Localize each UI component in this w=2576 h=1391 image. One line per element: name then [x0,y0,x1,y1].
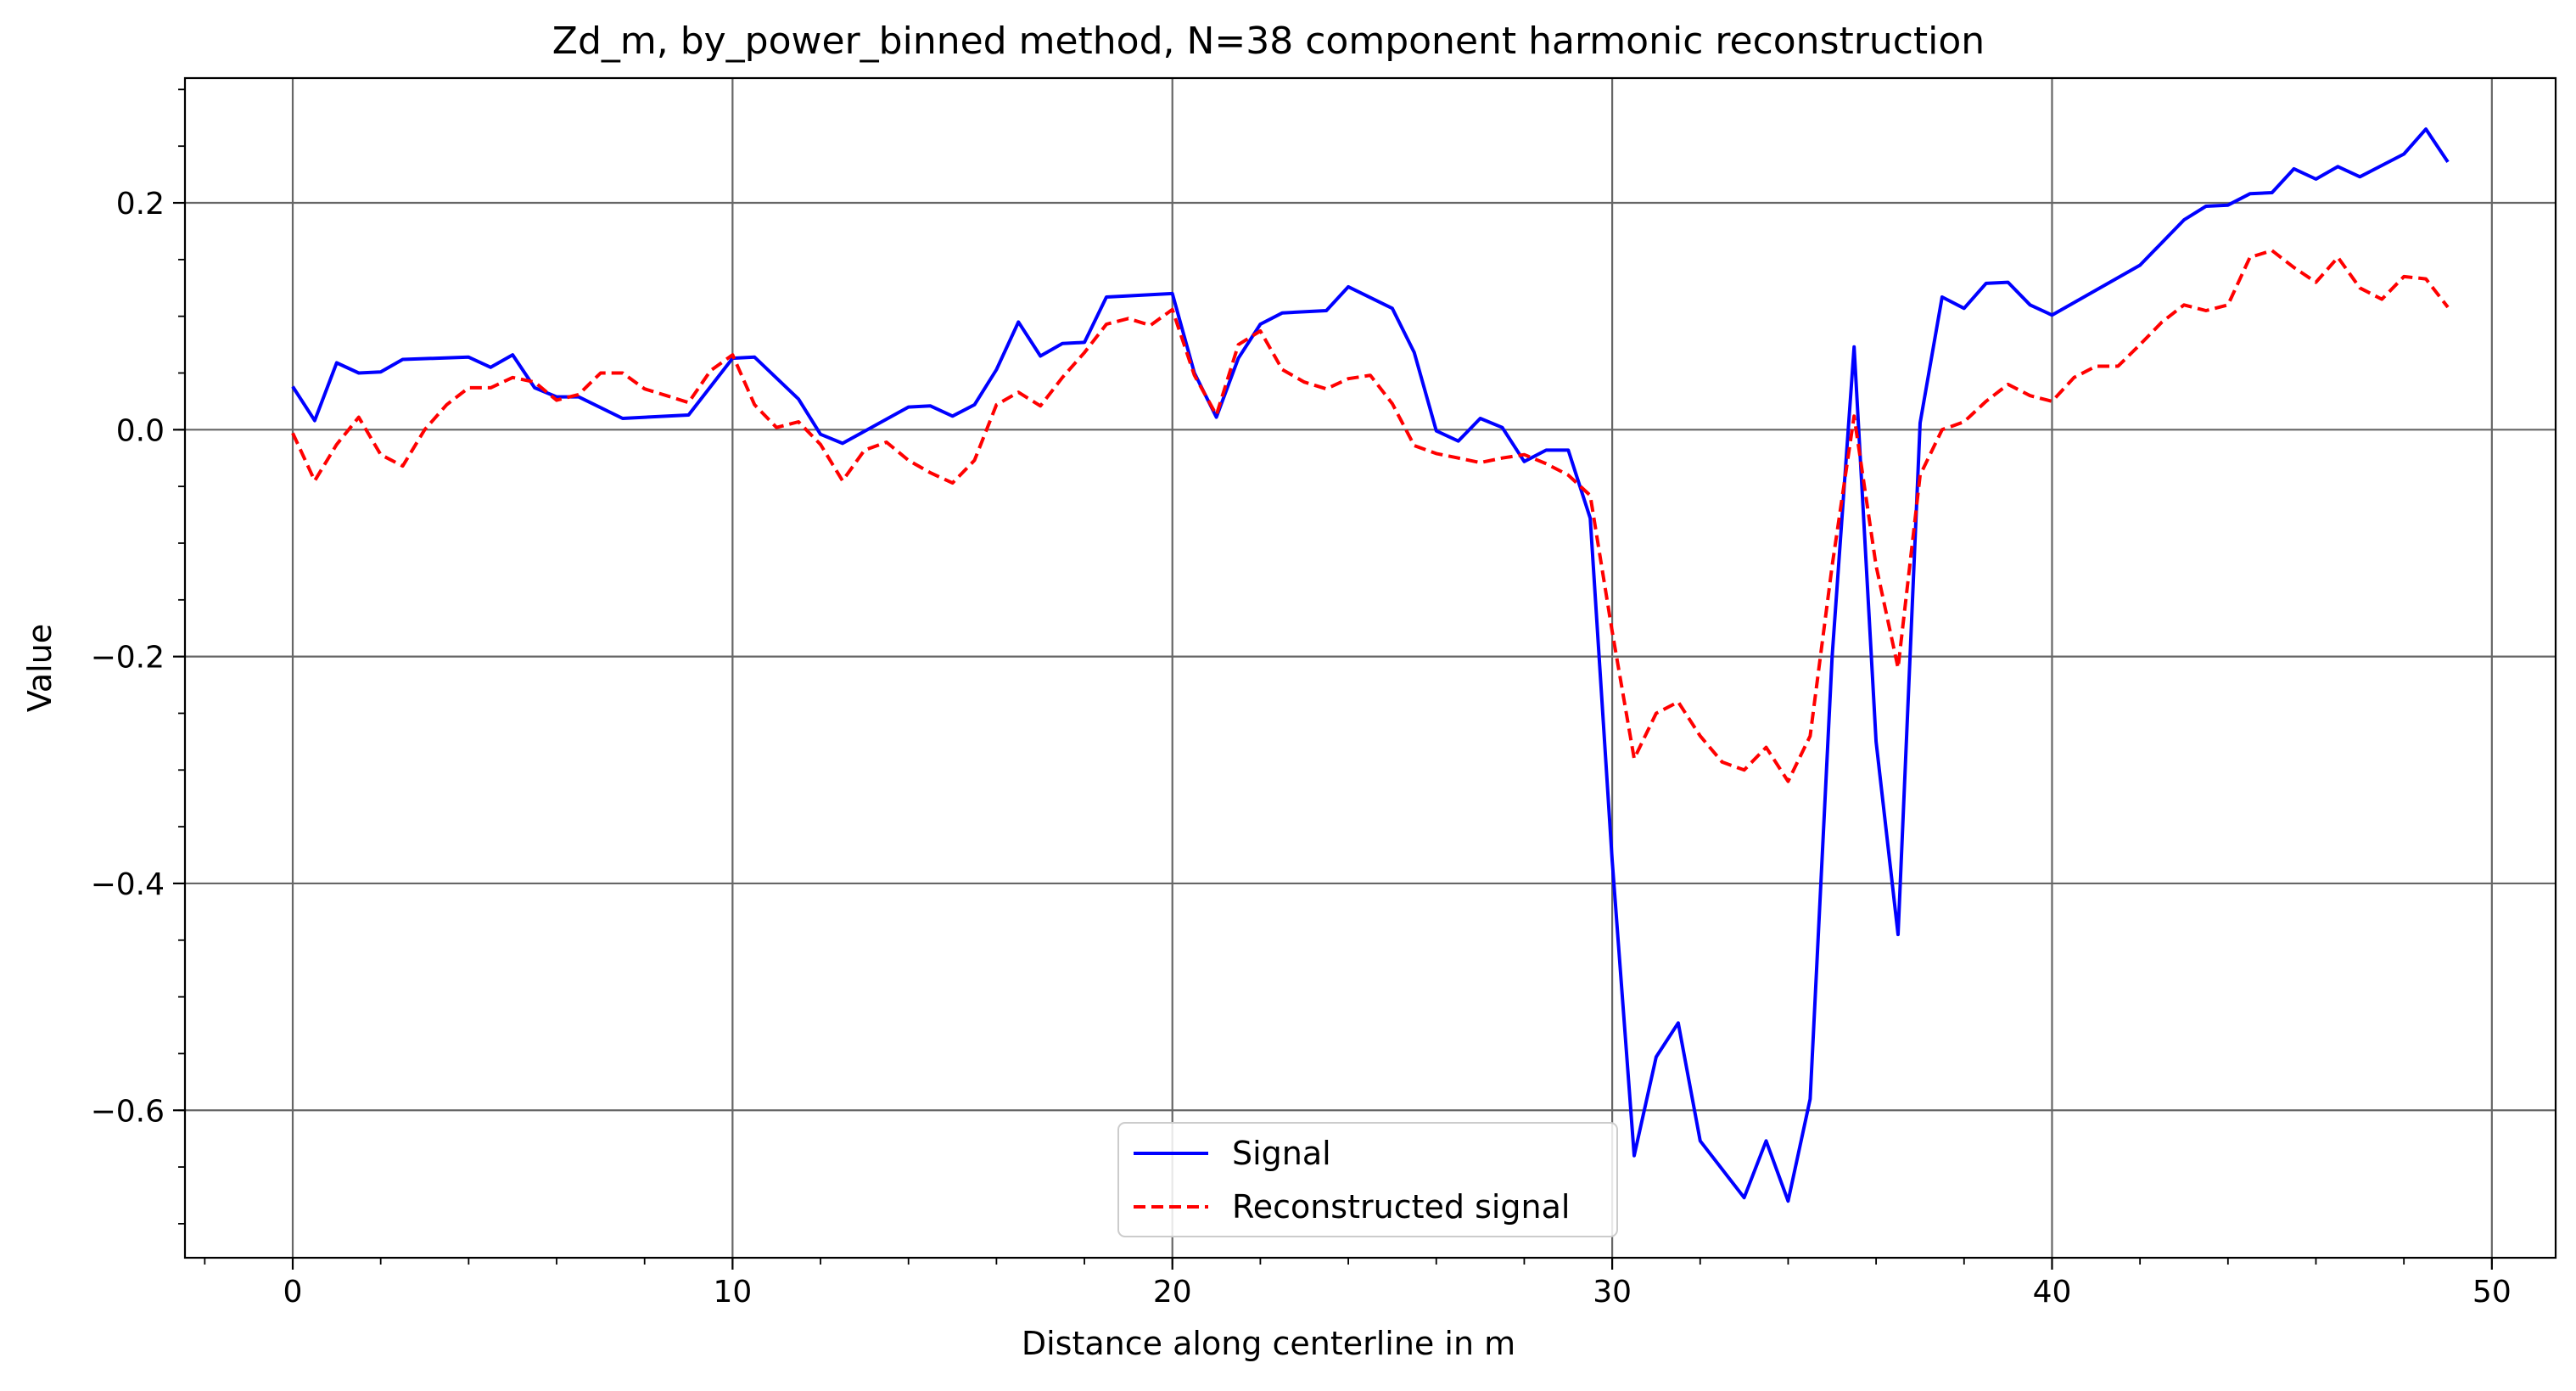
data-series [291,127,2450,1203]
x-tick-label: 50 [2472,1275,2512,1310]
x-tick-label: 0 [283,1275,303,1310]
plot-frame [183,76,2557,1259]
y-tick-label: −0.4 [91,867,165,902]
axes: 0 10 20 30 40 50 −0.6 −0.4 −0.2 0.0 0.2 [91,76,2557,1310]
y-tick-label: 0.2 [116,187,165,222]
legend-signal-label: Signal [1232,1135,1331,1172]
legend-frame [1117,1122,1618,1237]
y-tick-label: −0.2 [91,641,165,676]
y-tick-label: −0.6 [91,1094,165,1129]
legend: Signal Reconstructed signal [1117,1122,1618,1237]
y-axis-label: Value [21,624,59,712]
signal-line [291,127,2450,1203]
reconstructed-signal-line [291,249,2450,783]
chart-title: Zd_m, by_power_binned method, N=38 compo… [552,20,1985,63]
legend-reconstructed-label: Reconstructed signal [1232,1188,1570,1226]
x-tick-label: 40 [2033,1275,2072,1310]
y-tick-label: 0.0 [116,413,165,448]
x-tick-label: 10 [713,1275,752,1310]
x-axis-label: Distance along centerline in m [1022,1325,1515,1362]
x-tick-label: 20 [1153,1275,1192,1310]
grid-lines [185,78,2556,1258]
x-tick-label: 30 [1593,1275,1632,1310]
